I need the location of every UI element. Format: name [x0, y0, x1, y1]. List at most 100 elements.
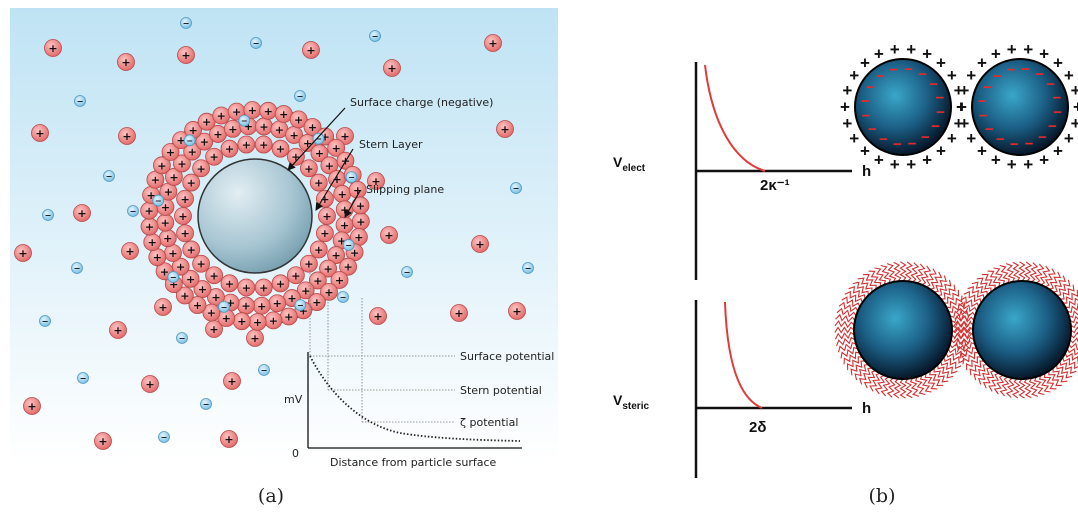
svg-text:+: + [264, 105, 273, 118]
polymer-chain [999, 264, 1011, 284]
stern-layer-label: Stern Layer [359, 138, 423, 151]
cation-ion: + [177, 46, 195, 64]
svg-text:+: + [356, 199, 365, 212]
anion-ion: − [522, 262, 534, 274]
cation-ion: + [320, 282, 338, 301]
polymer-chain [937, 364, 954, 379]
negative-charge: − [936, 89, 945, 106]
positive-charge: + [1039, 45, 1049, 64]
cation-ion: + [287, 266, 305, 285]
particle [197, 158, 313, 274]
surface-charge-label: Surface charge (negative) [350, 96, 493, 109]
svg-text:+: + [259, 281, 268, 294]
cation-ion: + [143, 233, 162, 252]
cation-ion: + [369, 307, 387, 325]
polymer-chain [1023, 261, 1033, 282]
polymer-chain [973, 364, 988, 381]
positive-charge: + [1053, 54, 1063, 73]
cation-ion: + [303, 118, 322, 136]
polymer-chain [982, 370, 995, 389]
cation-ion: + [176, 189, 194, 208]
svg-text:+: + [188, 146, 197, 159]
stern-potential-label: Stern potential [460, 384, 542, 397]
cation-ion: + [193, 280, 212, 298]
svg-text:−: − [186, 136, 193, 145]
negative-charge: − [993, 68, 1002, 85]
polymer-chain [1005, 377, 1015, 398]
negative-charge: − [866, 79, 875, 96]
svg-text:+: + [325, 159, 334, 172]
polymer-chain [953, 326, 974, 334]
charged-particle-left [854, 58, 952, 156]
positive-charge: + [842, 81, 852, 100]
svg-text:−: − [77, 97, 84, 106]
svg-text:+: + [315, 147, 324, 160]
polymer-chain [892, 378, 902, 399]
svg-text:+: + [145, 205, 154, 218]
svg-text:+: + [248, 104, 257, 117]
polymer-chain [840, 346, 858, 359]
polymer-chain [841, 296, 861, 308]
svg-text:+: + [166, 146, 175, 159]
anion-ion: − [250, 37, 262, 49]
svg-text:+: + [77, 207, 86, 220]
svg-text:+: + [160, 265, 169, 278]
polymer-chain [893, 261, 902, 282]
surface-charge-arrow [287, 107, 346, 171]
svg-text:+: + [213, 128, 222, 141]
polymer-chain [1023, 378, 1032, 399]
svg-text:+: + [186, 273, 195, 286]
x-axis-label: Distance from particle surface [330, 456, 497, 469]
polymer-chain [929, 370, 944, 387]
svg-text:+: + [322, 210, 331, 223]
cation-ion: + [223, 119, 242, 138]
cation-ion: + [327, 246, 345, 264]
negative-charge: − [921, 129, 930, 146]
polymer-chain [1069, 337, 1078, 344]
polymer-chain [1018, 261, 1026, 282]
svg-text:+: + [163, 232, 172, 245]
svg-text:+: + [169, 171, 178, 184]
polymer-chain [1033, 376, 1045, 396]
y-axis-label: mV [284, 393, 303, 406]
anion-ion: − [258, 364, 270, 376]
anion-ion: − [152, 194, 165, 207]
svg-text:+: + [340, 219, 349, 232]
positive-charge: + [947, 66, 957, 85]
cation-ion: + [335, 200, 354, 219]
polymer-chain [946, 295, 963, 309]
cation-ion: + [175, 286, 194, 305]
svg-text:+: + [168, 247, 177, 260]
polymer-chain [943, 289, 960, 304]
svg-text:+: + [161, 217, 170, 230]
cation-ion: + [220, 139, 239, 158]
polymer-chain [981, 273, 996, 290]
positive-charge: + [966, 66, 976, 85]
negative-charge: − [1053, 89, 1062, 106]
svg-text:+: + [488, 37, 497, 50]
svg-text:+: + [312, 296, 321, 309]
polymer-chain [1034, 263, 1045, 284]
svg-text:−: − [130, 207, 137, 216]
positive-charge: + [936, 141, 946, 160]
v-elect-label: Velect [613, 154, 646, 174]
polymer-chain [874, 374, 886, 395]
positive-charge: + [956, 98, 966, 117]
negative-charge: − [1048, 118, 1057, 135]
svg-text:+: + [306, 44, 315, 57]
svg-text:+: + [338, 188, 347, 201]
svg-text:+: + [232, 106, 241, 119]
cation-ion: + [173, 154, 191, 173]
polymer-chain [838, 301, 859, 313]
polymer-chain [1044, 268, 1056, 288]
anion-ion: − [74, 95, 86, 107]
anion-ion: − [167, 271, 180, 283]
svg-text:+: + [242, 139, 251, 152]
anion-ion: − [183, 134, 196, 147]
svg-text:−: − [241, 117, 248, 126]
svg-text:+: + [207, 307, 216, 320]
svg-text:+: + [340, 130, 349, 143]
negative-charge: − [862, 108, 871, 125]
cation-ion: + [307, 293, 326, 311]
svg-text:−: − [253, 39, 260, 48]
